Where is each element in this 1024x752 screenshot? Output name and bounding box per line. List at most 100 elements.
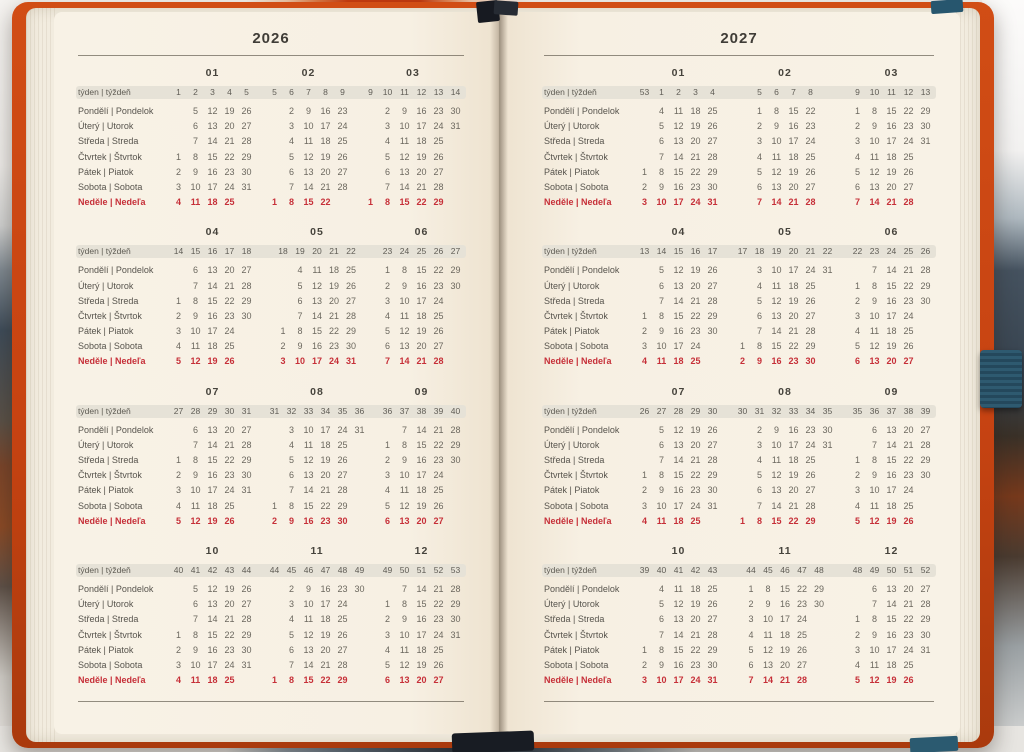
date-cell: 31 <box>450 629 461 640</box>
week-band <box>542 245 936 259</box>
date-cell: 8 <box>871 455 877 465</box>
date-cell: 16 <box>886 629 897 640</box>
date-cell <box>636 453 653 468</box>
date-cell: 22 <box>788 341 799 352</box>
date-row: 1 8 15 22 29 <box>170 150 255 165</box>
week-number-cell: 18 <box>241 246 252 257</box>
date-cell <box>379 423 396 438</box>
date-cell: 3 <box>384 121 390 132</box>
date-cell: 28 <box>433 356 444 367</box>
day-label: Sobota | Sobota <box>78 181 143 192</box>
day-labels-column: týden | týždeň Pondělí | Pondelok Úterý | … <box>544 544 636 688</box>
date-cell: 22 <box>320 197 331 208</box>
date-cell <box>447 324 464 339</box>
date-cell: 16 <box>303 515 314 526</box>
date-row: 7 14 21 28 <box>266 180 351 195</box>
date-cell: 5 <box>658 424 664 435</box>
date-row: 3 10 17 24 <box>636 339 721 354</box>
date-cell <box>447 354 464 369</box>
date-cell <box>917 150 934 165</box>
week-numbers-row: 9 10 11 12 13 14 <box>362 86 464 99</box>
week-number-cell: 37 <box>886 405 897 416</box>
week-number-cell: 30 <box>707 405 718 416</box>
date-cell: 15 <box>779 583 790 594</box>
date-cell: 25 <box>903 500 914 511</box>
date-row: 5 12 19 26 <box>170 354 255 369</box>
date-cell: 10 <box>656 341 667 352</box>
day-label: Neděle | Nedeľa <box>544 675 612 686</box>
day-labels-column: týden | týždeň Pondělí | Pondelok Úterý | … <box>544 225 636 369</box>
date-cell: 22 <box>690 166 701 177</box>
date-cell: 10 <box>771 439 782 450</box>
date-cell: 27 <box>345 295 356 306</box>
week-label: týden | týždeň <box>544 87 597 97</box>
date-cell: 16 <box>320 106 331 116</box>
date-cell: 24 <box>805 439 816 450</box>
date-cell: 2 <box>641 181 647 192</box>
week-numbers-row: 13 14 15 16 17 <box>636 245 721 258</box>
date-cell <box>170 438 187 453</box>
date-cell: 8 <box>192 295 198 306</box>
date-cell: 15 <box>886 455 897 465</box>
date-cell: 3 <box>288 424 294 435</box>
date-cell: 19 <box>416 659 427 670</box>
date-row: 4 11 18 25 <box>734 279 836 294</box>
quarter-row: týden | týždeň Pondělí | Pondelok Úterý | … <box>542 385 936 529</box>
week-number-cell: 8 <box>808 87 813 97</box>
date-row: 7 14 21 28 <box>636 294 721 309</box>
date-cell: 25 <box>433 644 444 655</box>
date-cell: 11 <box>399 136 410 147</box>
day-label: Čtvrtek | Štvrtok <box>544 151 608 162</box>
week-number-cell: 31 <box>241 405 252 416</box>
date-cell: 30 <box>241 470 252 481</box>
date-cell: 15 <box>207 295 218 306</box>
date-row: 3 10 17 24 31 <box>170 658 255 673</box>
date-cell: 10 <box>762 614 773 625</box>
month-block: 11 44 45 46 47 48 49 2 9 16 23 30 3 10 17 24 4 11 18 25 5 12 1… <box>266 544 368 688</box>
date-row: 1 8 15 22 29 <box>849 612 934 627</box>
week-number-cell: 22 <box>852 246 863 257</box>
date-cell: 16 <box>320 583 331 594</box>
week-number-cell: 25 <box>416 246 427 257</box>
date-cell <box>362 150 379 165</box>
date-cell: 6 <box>192 424 198 435</box>
day-label: Pondělí | Pondelok <box>78 583 154 594</box>
month-block: 12 49 50 51 52 53 7 14 21 28 1 8 15 22 29 2 9 16 23 30 3 10 17… <box>379 544 464 688</box>
week-number-cell: 8 <box>323 87 328 97</box>
date-cell: 22 <box>690 644 701 655</box>
month-number: 07 <box>671 385 686 398</box>
date-cell: 23 <box>903 295 914 306</box>
date-cell: 23 <box>224 470 235 481</box>
date-cell: 30 <box>450 280 461 291</box>
date-cell: 21 <box>433 583 444 594</box>
date-cell: 19 <box>886 515 897 526</box>
date-cell: 14 <box>399 181 410 192</box>
date-row: 7 14 21 28 <box>379 582 464 597</box>
date-cell: 11 <box>190 197 201 208</box>
week-band <box>76 86 466 99</box>
date-cell: 25 <box>690 515 701 526</box>
date-cell: 3 <box>175 326 181 337</box>
date-row: 4 11 18 25 <box>849 150 934 165</box>
quarter-row: týden | týždeň Pondělí | Pondelok Úterý | … <box>76 66 466 210</box>
date-row: 5 12 19 26 <box>379 324 464 339</box>
date-cell: 6 <box>384 515 390 526</box>
date-cell: 21 <box>224 439 235 450</box>
date-cell <box>447 499 464 514</box>
date-cell: 21 <box>433 424 444 435</box>
date-cell: 17 <box>207 659 218 670</box>
date-cell <box>351 612 368 627</box>
date-cell <box>811 673 828 688</box>
day-label: Sobota | Sobota <box>544 659 609 670</box>
day-label: Středa | Streda <box>78 136 139 147</box>
date-row: 4 11 18 25 <box>266 612 368 627</box>
bookmark-ribbon-icon <box>493 0 519 16</box>
date-cell: 23 <box>337 106 348 116</box>
date-cell: 20 <box>788 181 799 192</box>
date-cell: 2 <box>756 121 762 132</box>
day-label: Sobota | Sobota <box>78 659 143 670</box>
date-row: 5 12 19 26 <box>170 514 255 529</box>
date-cell <box>734 453 751 468</box>
date-row: 7 14 21 28 <box>636 150 721 165</box>
day-label: Čtvrtek | Štvrtok <box>544 310 608 321</box>
